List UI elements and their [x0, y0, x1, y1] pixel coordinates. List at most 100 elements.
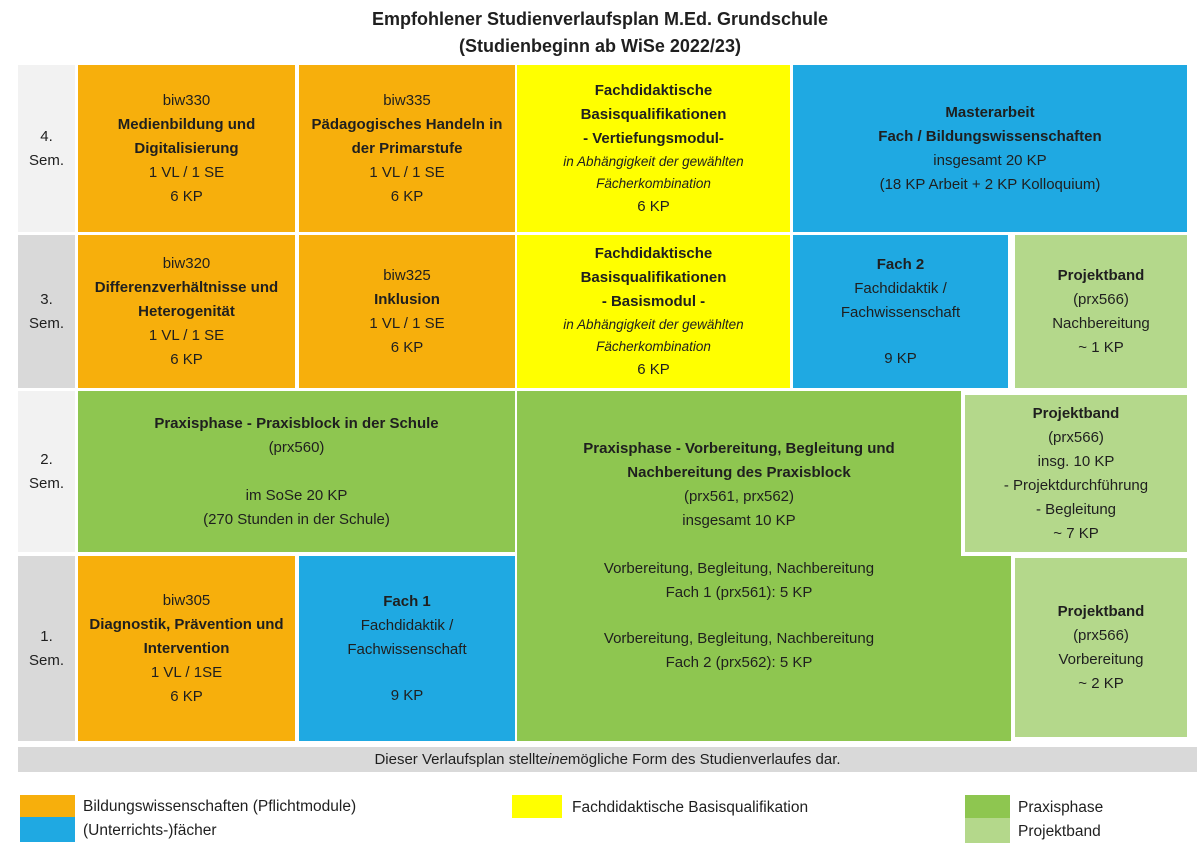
module-credits-detail: (18 KP Arbeit + 2 KP Kolloquium) [879, 175, 1101, 193]
module-credits: 6 KP [390, 187, 424, 205]
module-title: Differenzverhältnisse und [94, 278, 279, 296]
module-courses: 1 VL / 1 SE [148, 163, 225, 181]
module-title: Pädagogisches Handeln in [311, 115, 503, 133]
module-detail: Vorbereitung, Begleitung, Nachbereitung [603, 560, 875, 577]
module-title: Nachbereitung des Praxisblock [627, 464, 851, 481]
module-subtitle: Fachdidaktik / [854, 279, 947, 297]
module-code: biw325 [383, 266, 431, 284]
module-title: Praxisphase - Praxisblock in der Schule [154, 414, 439, 432]
module-credits: insgesamt 10 KP [682, 512, 796, 529]
module-phase: - Projektdurchführung [1003, 476, 1149, 494]
module-biw330: biw330 Medienbildung und Digitalisierung… [78, 65, 295, 232]
module-praxisphase-begleitung: Praxisphase - Vorbereitung, Begleitung u… [517, 391, 961, 741]
module-credits: ~ 2 KP [1078, 674, 1124, 692]
module-credits: 6 KP [170, 687, 203, 705]
legend-swatch-yellow [512, 795, 562, 818]
module-code: (prx561, prx562) [683, 488, 795, 505]
module-detail: Vorbereitung, Begleitung, Nachbereitung [603, 630, 875, 647]
module-code: biw320 [162, 254, 211, 272]
module-hint: Fächerkombination [596, 175, 711, 191]
module-phase: Nachbereitung [1052, 314, 1150, 332]
module-title: Fach 1 [383, 592, 431, 610]
module-masterarbeit: Masterarbeit Fach / Bildungswissenschaft… [793, 65, 1187, 232]
legend-swatch-orange [20, 795, 75, 817]
module-title: Fach 2 [876, 255, 925, 273]
module-code: (prx566) [1048, 428, 1104, 446]
module-credits: 6 KP [170, 350, 203, 368]
page-title-line1: Empfohlener Studienverlaufsplan M.Ed. Gr… [371, 9, 829, 29]
module-credits: insgesamt 20 KP [933, 151, 1047, 169]
module-courses: 1 VL / 1 SE [369, 163, 445, 181]
module-fach2: Fach 2 Fachdidaktik / Fachwissenschaft 9… [793, 235, 1008, 388]
module-code: biw330 [162, 91, 211, 109]
module-projektband-nachbereitung: Projektband (prx566) Nachbereitung ~ 1 K… [1015, 235, 1187, 388]
module-code: biw305 [162, 591, 211, 609]
module-title: Basisqualifikationen [580, 105, 727, 123]
semester-label-2: 2. Sem. [18, 391, 75, 552]
module-praxisblock: Praxisphase - Praxisblock in der Schule … [78, 391, 515, 552]
module-title: der Primarstufe [351, 139, 463, 157]
module-credits: insg. 10 KP [1037, 452, 1115, 470]
legend-label-faecher: (Unterrichts-)fächer [83, 822, 217, 839]
module-code: (prx566) [1073, 290, 1129, 308]
module-fachdidaktik-vertiefung: Fachdidaktische Basisqualifikationen - V… [517, 65, 790, 232]
module-phase: - Begleitung [1035, 500, 1117, 518]
module-detail: Fach 2 (prx562): 5 KP [665, 654, 813, 671]
semester-label-4: 4. Sem. [18, 65, 75, 232]
module-subtitle: Fachwissenschaft [840, 303, 961, 321]
module-biw305: biw305 Diagnostik, Prävention und Interv… [78, 556, 295, 741]
legend-swatch-blue [20, 817, 75, 842]
note-text: mögliche Form des Studienverlaufes dar. [567, 751, 841, 768]
module-courses: 1 VL / 1SE [150, 663, 223, 681]
legend-label-fachdidaktik: Fachdidaktische Basisqualifikation [572, 799, 809, 816]
module-subtitle: Fachwissenschaft [347, 640, 467, 658]
module-biw320: biw320 Differenzverhältnisse und Heterog… [78, 235, 295, 388]
module-projektband-durchfuehrung: Projektband (prx566) insg. 10 KP - Proje… [965, 395, 1187, 552]
module-title: Heterogenität [138, 302, 235, 320]
module-phase: Vorbereitung [1058, 650, 1144, 668]
semester-number: 4. [40, 127, 53, 145]
note-text-italic: eine [539, 751, 568, 768]
module-title: Praxisphase - Vorbereitung, Begleitung u… [583, 440, 895, 457]
module-title: - Basismodul - [601, 292, 706, 310]
module-title: Projektband [1032, 404, 1120, 422]
module-credits: 6 KP [637, 197, 670, 215]
module-credits: ~ 7 KP [1053, 524, 1099, 542]
module-hint: Fächerkombination [596, 338, 711, 354]
semester-word: Sem. [28, 314, 64, 332]
module-courses: 1 VL / 1 SE [369, 314, 445, 332]
legend-swatch-green [965, 795, 1010, 818]
module-credits: 6 KP [637, 360, 670, 378]
module-title: Projektband [1057, 266, 1145, 284]
module-title: Intervention [143, 639, 230, 657]
module-fach1: Fach 1 Fachdidaktik / Fachwissenschaft 9… [299, 556, 515, 741]
module-biw325: biw325 Inklusion 1 VL / 1 SE 6 KP [299, 235, 515, 388]
legend-label-bildungswissenschaften: Bildungswissenschaften (Pflichtmodule) [83, 798, 357, 815]
semester-word: Sem. [28, 151, 64, 169]
module-credits: 6 KP [390, 338, 424, 356]
module-code: (prx560) [268, 438, 325, 456]
module-title: Masterarbeit [945, 103, 1035, 121]
module-credits: ~ 1 KP [1078, 338, 1124, 356]
module-title: Fach / Bildungswissenschaften [878, 127, 1102, 145]
module-title: Medienbildung und [117, 115, 256, 133]
semester-number: 1. [40, 627, 53, 645]
module-fachdidaktik-basis: Fachdidaktische Basisqualifikationen - B… [517, 235, 790, 388]
module-title: Basisqualifikationen [580, 268, 727, 286]
page-title: Empfohlener Studienverlaufsplan M.Ed. Gr… [0, 6, 1200, 60]
semester-number: 2. [40, 450, 53, 468]
module-courses: 1 VL / 1 SE [148, 326, 225, 344]
semester-label-3: 3. Sem. [18, 235, 75, 388]
module-projektband-vorbereitung: Projektband (prx566) Vorbereitung ~ 2 KP [1015, 558, 1187, 737]
module-title: Projektband [1057, 602, 1145, 620]
module-title: Diagnostik, Prävention und [89, 615, 284, 633]
legend-label-projektband: Projektband [1018, 823, 1101, 840]
module-title: - Vertiefungsmodul- [583, 129, 724, 147]
note-text: Dieser Verlaufsplan stellt [374, 751, 540, 768]
module-title: Inklusion [374, 290, 440, 308]
note-bar: Dieser Verlaufsplan stellt eine mögliche… [18, 747, 1197, 772]
module-credits: 9 KP [884, 349, 917, 367]
module-detail: Fach 1 (prx561): 5 KP [665, 584, 813, 601]
module-hint: in Abhängigkeit der gewählten [563, 316, 744, 332]
